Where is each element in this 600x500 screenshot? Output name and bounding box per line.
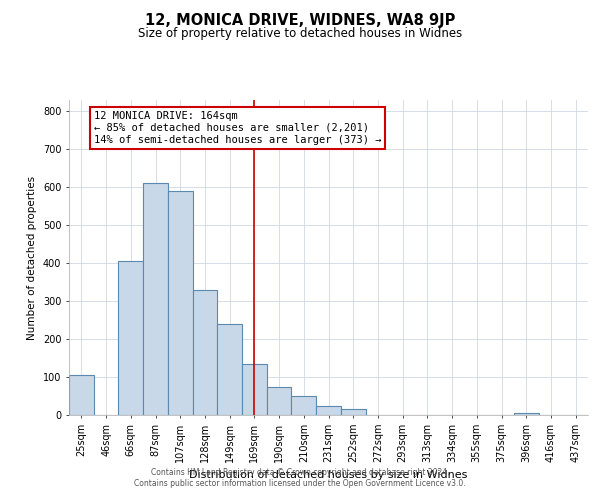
Bar: [514, 413, 539, 415]
Bar: [143, 184, 168, 415]
Text: 12, MONICA DRIVE, WIDNES, WA8 9JP: 12, MONICA DRIVE, WIDNES, WA8 9JP: [145, 12, 455, 28]
Bar: [217, 324, 242, 415]
Bar: [193, 290, 217, 415]
Bar: [267, 386, 292, 415]
Bar: [118, 262, 143, 415]
Text: Contains HM Land Registry data © Crown copyright and database right 2024.
Contai: Contains HM Land Registry data © Crown c…: [134, 468, 466, 487]
Bar: [168, 191, 193, 415]
Bar: [316, 406, 341, 415]
Y-axis label: Number of detached properties: Number of detached properties: [28, 176, 37, 340]
X-axis label: Distribution of detached houses by size in Widnes: Distribution of detached houses by size …: [190, 470, 467, 480]
Bar: [242, 364, 267, 415]
Bar: [341, 410, 365, 415]
Bar: [69, 375, 94, 415]
Text: Size of property relative to detached houses in Widnes: Size of property relative to detached ho…: [138, 28, 462, 40]
Text: 12 MONICA DRIVE: 164sqm
← 85% of detached houses are smaller (2,201)
14% of semi: 12 MONICA DRIVE: 164sqm ← 85% of detache…: [94, 112, 381, 144]
Bar: [292, 396, 316, 415]
